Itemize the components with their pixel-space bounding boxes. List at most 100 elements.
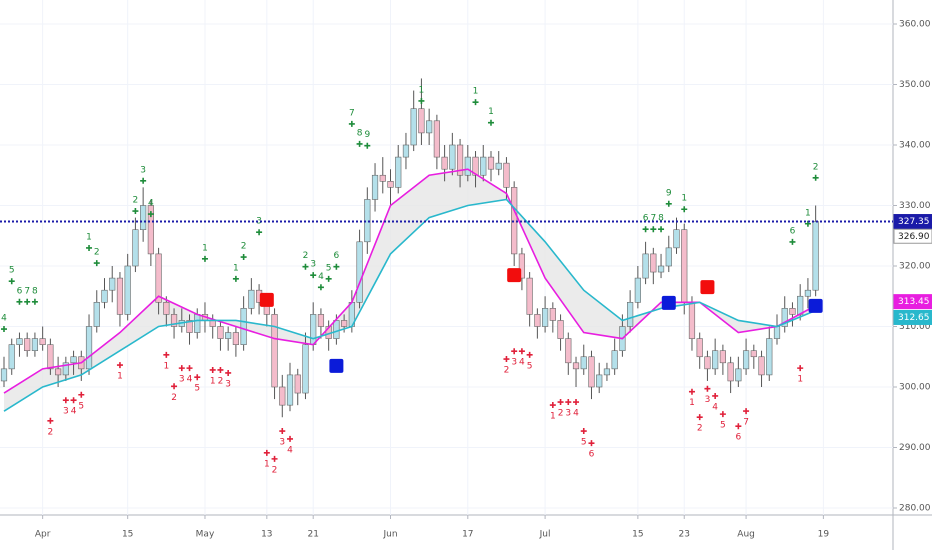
y-tick-label: 280.00	[899, 504, 931, 514]
x-tick-label: 23	[679, 530, 690, 540]
candle-body	[387, 181, 394, 188]
candle-body	[781, 308, 788, 327]
candle-body	[758, 356, 765, 376]
count-cross	[688, 388, 695, 395]
count-cross	[712, 392, 719, 399]
count-cross	[93, 260, 100, 267]
count-cross	[418, 97, 425, 104]
y-tick-label: 340.00	[899, 141, 931, 151]
sell-signal	[507, 268, 522, 283]
price-label-box	[893, 309, 932, 325]
buy-signal	[661, 295, 676, 310]
count-label: 1	[797, 375, 803, 385]
count-cross	[588, 440, 595, 447]
x-tick-label: Aug	[737, 530, 755, 540]
count-cross	[364, 142, 371, 149]
candle-body	[665, 247, 672, 267]
count-cross	[31, 298, 38, 305]
count-label: 1	[681, 194, 687, 204]
count-cross	[209, 366, 216, 373]
candle-body	[93, 301, 100, 327]
candle-body	[441, 156, 448, 170]
y-tick-label: 290.00	[899, 443, 931, 453]
candle-body	[742, 350, 750, 370]
candle-body	[588, 356, 595, 388]
count-label: 7	[650, 214, 656, 224]
candle-body	[456, 144, 464, 176]
candle-body	[209, 320, 216, 327]
candle-body	[248, 289, 255, 309]
sell-signal	[700, 280, 715, 295]
count-cross	[573, 399, 580, 406]
count-cross	[132, 208, 139, 215]
candle-body	[611, 350, 618, 370]
candle-body	[549, 308, 556, 321]
candle-body	[518, 253, 526, 279]
count-label: 1	[233, 263, 239, 273]
candle-body	[541, 308, 549, 327]
count-label: 3	[179, 375, 185, 385]
count-label: 1	[805, 208, 811, 218]
count-cross	[526, 351, 533, 358]
count-label: 2	[272, 465, 278, 475]
candle-body	[596, 374, 603, 388]
candle-body	[124, 265, 131, 315]
count-label: 1	[550, 412, 556, 422]
x-tick-label: 21	[307, 530, 318, 540]
count-cross	[263, 449, 270, 456]
count-cross	[1, 326, 7, 333]
price-label-box	[893, 214, 932, 230]
count-label: 1	[264, 459, 270, 469]
count-label: 1	[210, 376, 216, 386]
count-cross	[178, 365, 185, 372]
count-cross	[194, 374, 201, 381]
buy-signal	[808, 298, 823, 313]
candle-body	[812, 221, 819, 291]
count-cross	[147, 211, 154, 218]
candle-body	[310, 314, 317, 345]
candle-body	[0, 368, 8, 382]
candle-body	[797, 295, 804, 315]
count-label: 6	[735, 433, 741, 443]
count-cross	[287, 435, 294, 442]
candle-body	[271, 314, 278, 388]
count-label: 4	[148, 199, 154, 209]
count-cross	[317, 284, 324, 291]
count-label: 6	[790, 226, 796, 236]
count-cross	[140, 177, 147, 184]
candle-body	[580, 356, 587, 370]
count-cross	[565, 399, 572, 406]
candle-body	[766, 338, 773, 376]
count-cross	[735, 423, 742, 430]
count-cross	[163, 351, 170, 358]
count-label: 1	[488, 107, 494, 117]
candle-body	[572, 362, 580, 370]
count-cross	[642, 226, 649, 233]
x-tick-label: 13	[261, 530, 272, 540]
candle-body	[650, 253, 657, 273]
count-cross	[487, 119, 494, 126]
candle-body	[31, 338, 39, 352]
candle-body	[333, 320, 340, 339]
candle-body	[688, 301, 696, 339]
count-cross	[704, 385, 711, 392]
count-label: 1	[117, 372, 123, 382]
count-label: 2	[504, 366, 510, 376]
sell-signal	[259, 292, 274, 307]
x-tick-label: 15	[122, 530, 133, 540]
candle-body	[279, 386, 286, 406]
candle-body	[642, 253, 649, 279]
count-cross	[812, 174, 819, 181]
candle-body	[294, 374, 301, 394]
count-label: 9	[364, 130, 370, 140]
y-tick-label: 320.00	[899, 262, 931, 272]
x-tick-label: Jun	[382, 530, 397, 540]
candle-body	[433, 120, 440, 158]
count-label: 4	[573, 409, 579, 419]
candle-body	[170, 314, 178, 327]
count-cross	[116, 362, 123, 369]
count-label: 5	[78, 401, 84, 411]
count-cross	[356, 140, 363, 147]
ma-line	[3, 198, 816, 412]
